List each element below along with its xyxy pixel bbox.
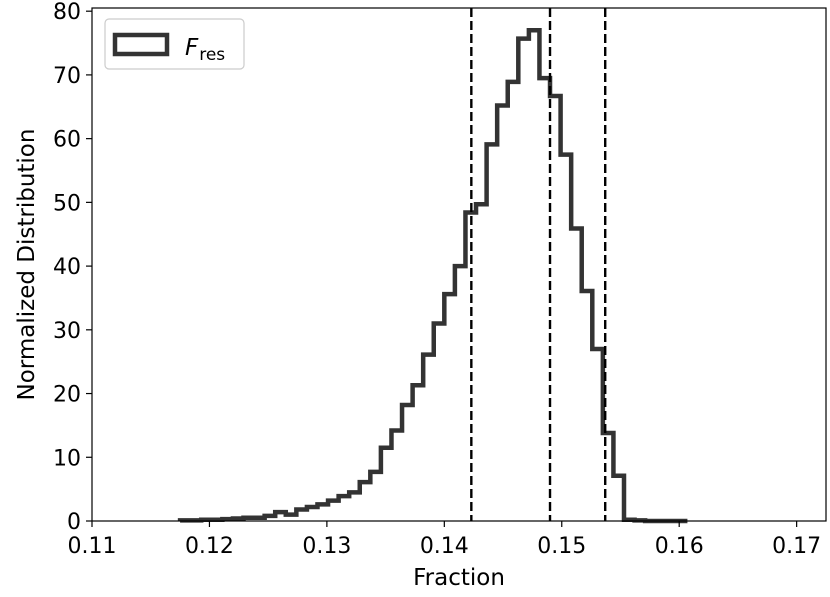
legend-box (104, 18, 245, 70)
x-tick-label: 0.17 (772, 534, 821, 559)
legend: Fres (104, 18, 245, 70)
x-tick-label: 0.12 (185, 534, 234, 559)
y-tick-label: 70 (53, 64, 81, 89)
axes-frame (91, 7, 827, 522)
y-tick-label: 10 (53, 446, 81, 471)
x-tick-label: 0.14 (420, 534, 469, 559)
legend-label: Fres (185, 35, 225, 65)
plot-area (177, 8, 688, 524)
x-tick-label: 0.11 (68, 534, 117, 559)
x-tick-label: 0.13 (302, 534, 351, 559)
y-tick-label: 20 (53, 383, 81, 408)
legend-swatch (112, 32, 170, 57)
x-tick-label: 0.15 (537, 534, 586, 559)
x-tick-label: 0.16 (655, 534, 704, 559)
axes: 0.11 0.12 0.13 0.14 0.15 0.16 0.17 0 10 20 30 40 50 6… (53, 0, 827, 559)
y-tick-label: 40 (53, 255, 81, 280)
legend-label-symbol: F (185, 35, 199, 61)
y-tick-label: 0 (67, 510, 81, 535)
y-tick-label: 50 (53, 191, 81, 216)
y-tick-label: 80 (53, 0, 81, 25)
x-axis-label: Fraction (413, 565, 505, 591)
legend-label-subscript: res (199, 45, 225, 65)
histogram-series-0 (177, 28, 688, 524)
y-tick-label: 60 (53, 128, 81, 153)
y-axis-label: Normalized Distribution (14, 129, 40, 401)
y-tick-label: 30 (53, 319, 81, 344)
